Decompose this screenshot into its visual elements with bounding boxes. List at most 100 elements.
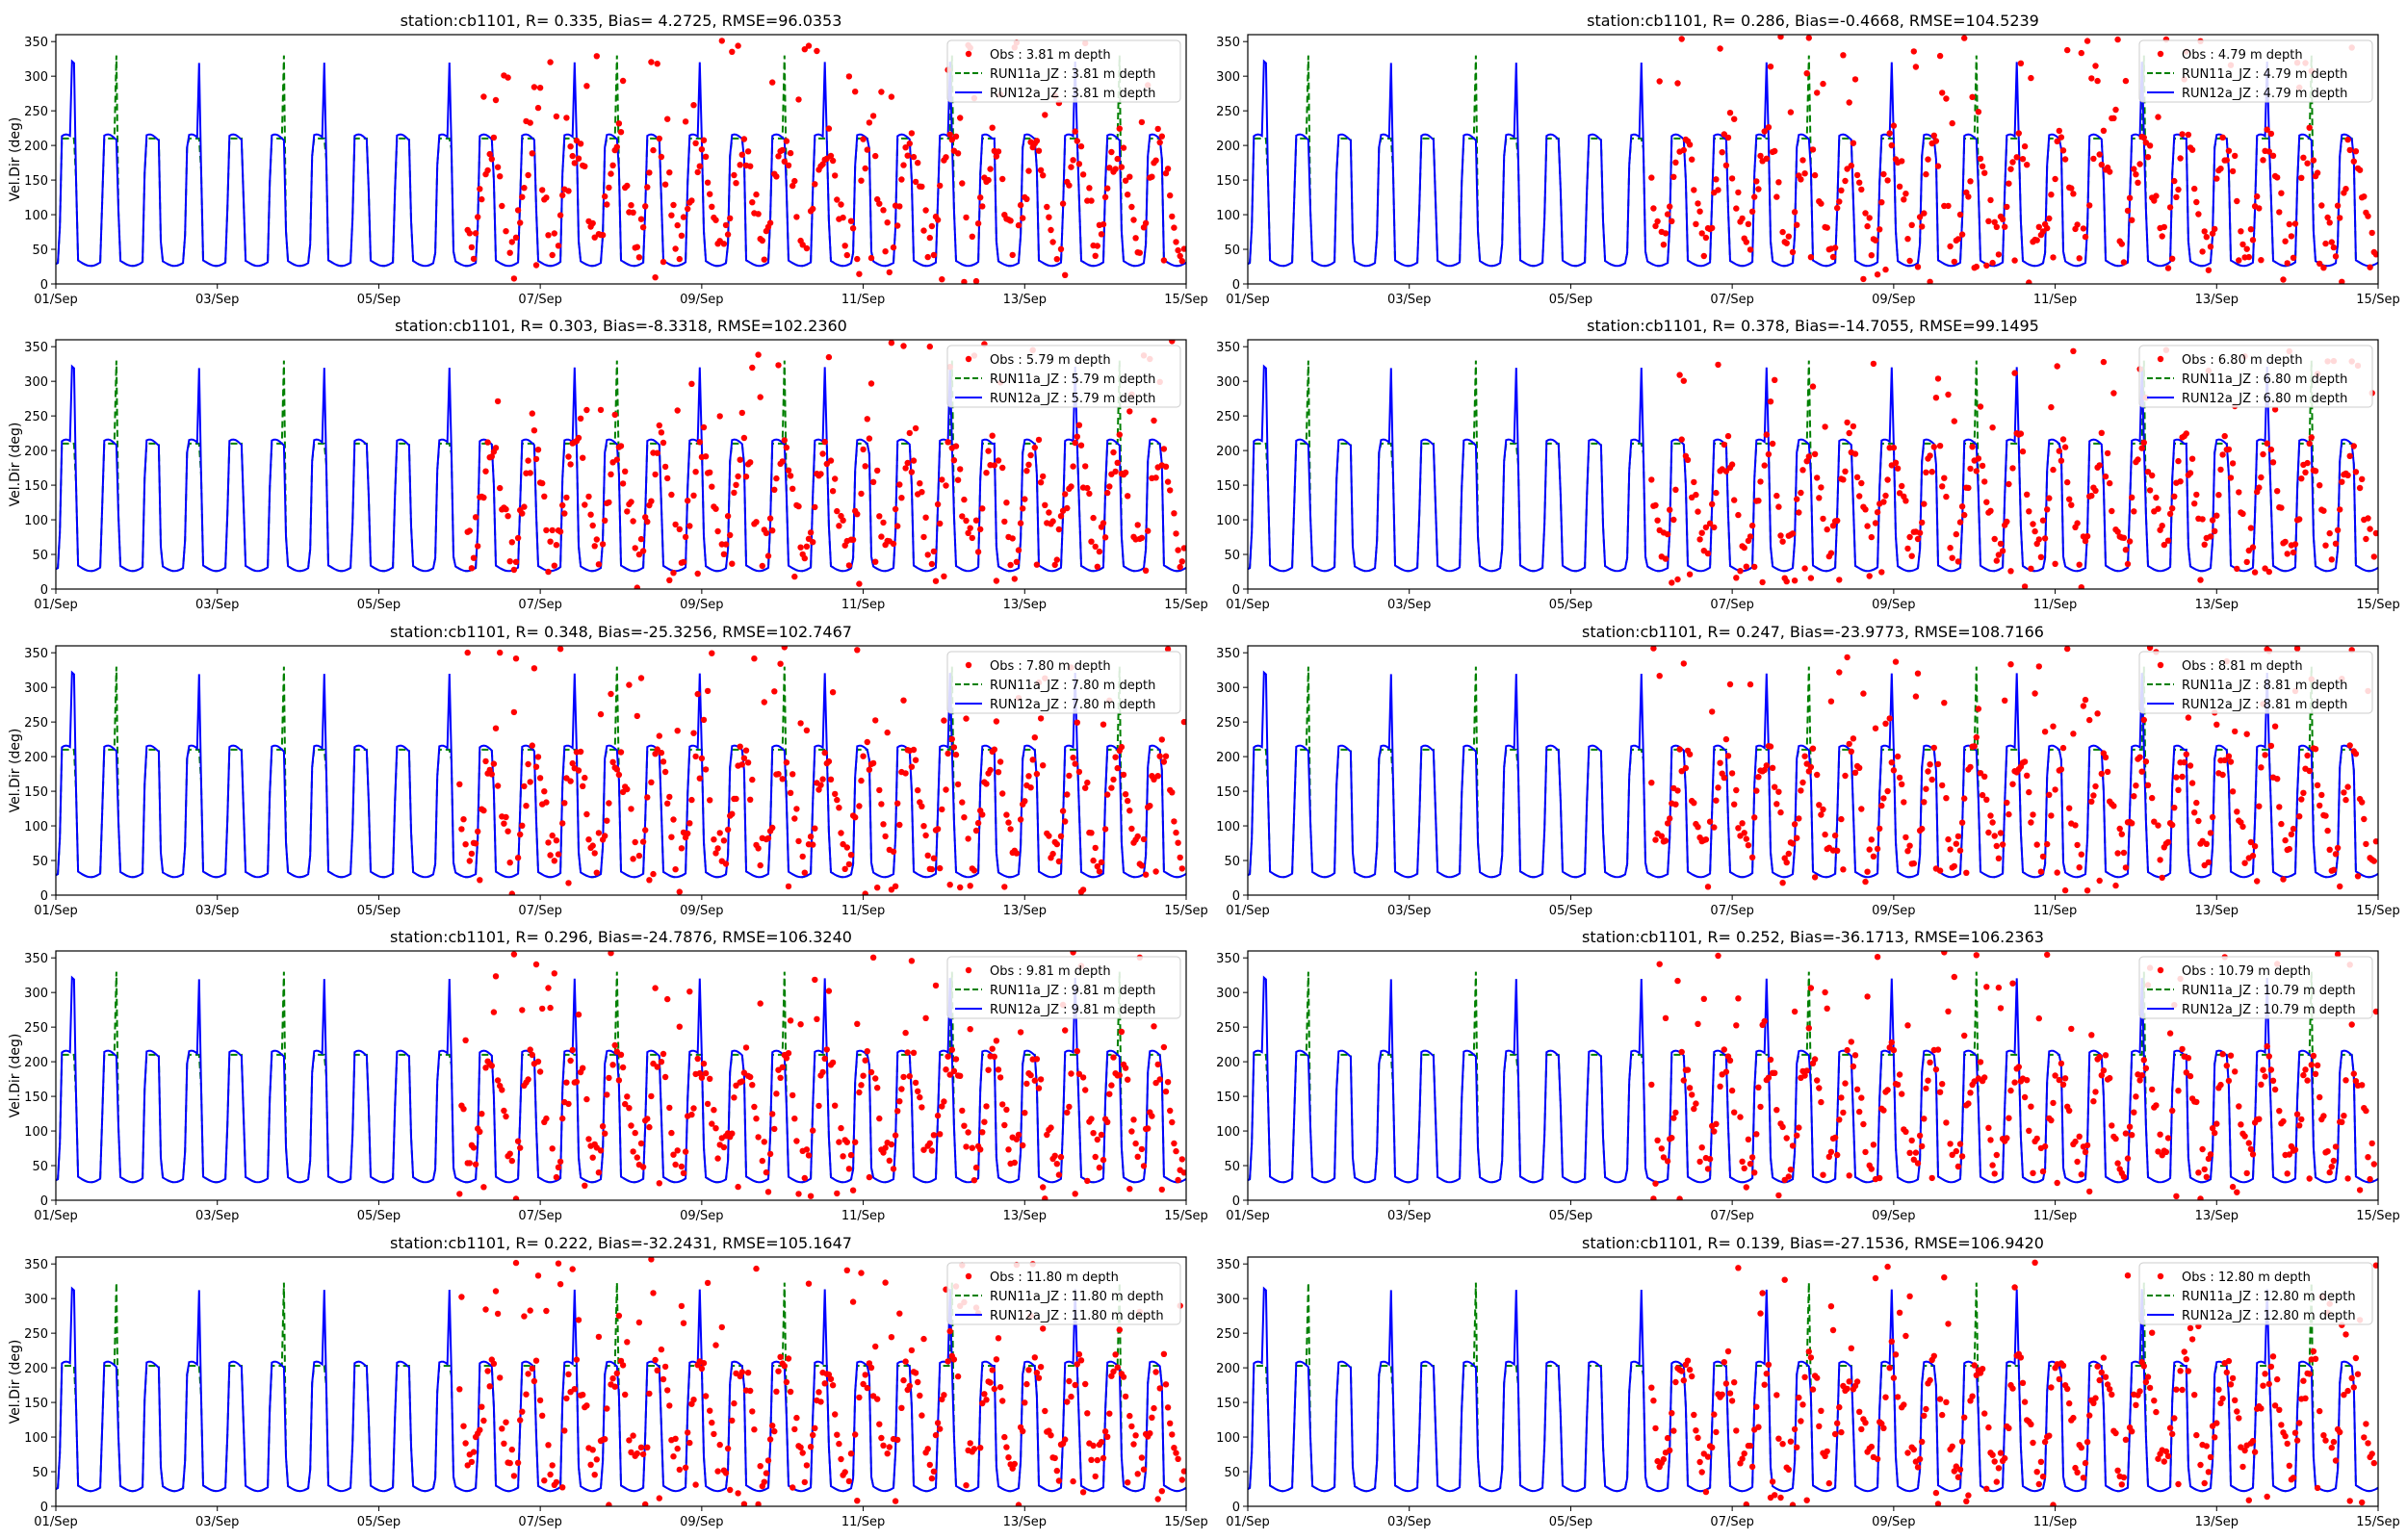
obs-point	[735, 1183, 741, 1191]
obs-point	[1101, 193, 1109, 200]
obs-point	[761, 699, 767, 706]
obs-point	[696, 163, 703, 169]
obs-point	[506, 249, 513, 256]
obs-point	[696, 439, 703, 446]
obs-point	[2006, 180, 2012, 187]
obs-point	[2276, 209, 2283, 216]
obs-point	[1154, 773, 1161, 780]
obs-point	[1901, 196, 1907, 203]
obs-point	[660, 1375, 667, 1383]
obs-point	[685, 205, 691, 213]
obs-point	[1848, 1345, 1855, 1352]
obs-point	[2112, 882, 2119, 889]
y-tick-label: 200	[1216, 1362, 1240, 1376]
x-tick-label: 15/Sep	[1164, 904, 1207, 918]
obs-point	[527, 779, 533, 785]
obs-point	[2310, 157, 2317, 164]
obs-point	[2251, 569, 2259, 576]
obs-point	[521, 1313, 528, 1320]
obs-point	[1836, 577, 1843, 583]
obs-point	[634, 244, 640, 250]
obs-point	[1011, 1460, 1019, 1468]
obs-point	[567, 143, 574, 150]
obs-point	[979, 203, 986, 210]
obs-point	[753, 1265, 760, 1272]
obs-point	[2344, 783, 2351, 790]
legend-entry-label: RUN12a_JZ : 9.81 m depth	[990, 1003, 1155, 1017]
obs-point	[939, 1103, 945, 1110]
obs-point	[654, 1064, 660, 1070]
obs-point	[1811, 1056, 1819, 1063]
obs-point	[1711, 1128, 1718, 1135]
obs-point	[894, 523, 901, 529]
obs-point	[541, 1477, 548, 1484]
x-tick-label: 07/Sep	[1710, 598, 1753, 612]
obs-point	[733, 180, 739, 187]
obs-point	[2021, 583, 2029, 589]
obs-point	[829, 488, 837, 495]
obs-point	[1070, 755, 1076, 761]
obs-point	[2286, 1151, 2292, 1158]
obs-point	[591, 234, 598, 241]
obs-point	[1853, 474, 1861, 480]
y-tick-label: 250	[24, 410, 48, 424]
obs-point	[1029, 757, 1036, 763]
obs-point	[1162, 463, 1170, 470]
obs-point	[896, 1310, 903, 1317]
obs-point	[773, 1388, 780, 1396]
obs-point	[1001, 518, 1008, 526]
obs-point	[1789, 1142, 1797, 1149]
obs-point	[943, 1066, 949, 1073]
obs-point	[630, 518, 636, 525]
obs-point	[545, 985, 552, 991]
obs-point	[1011, 576, 1019, 582]
obs-point	[987, 1379, 994, 1386]
obs-point	[470, 1144, 478, 1151]
obs-point	[688, 197, 695, 204]
obs-point	[882, 248, 889, 255]
obs-point	[472, 230, 479, 237]
obs-point	[1930, 132, 1938, 139]
obs-point	[644, 1444, 651, 1451]
obs-point	[1902, 191, 1909, 197]
obs-point	[553, 113, 560, 120]
obs-point	[995, 1335, 1002, 1342]
obs-point	[712, 1342, 719, 1348]
obs-point	[2028, 819, 2034, 826]
obs-point	[595, 830, 603, 836]
obs-point	[766, 1436, 774, 1443]
obs-point	[569, 1046, 576, 1054]
obs-point	[1013, 850, 1021, 857]
obs-point	[2129, 494, 2135, 500]
obs-point	[832, 790, 839, 798]
obs-point	[841, 243, 848, 249]
obs-point	[1743, 835, 1750, 842]
obs-point	[1090, 857, 1097, 864]
obs-point	[456, 781, 463, 787]
obs-point	[1164, 646, 1172, 653]
obs-point	[854, 647, 861, 654]
x-tick-label: 01/Sep	[34, 598, 77, 612]
obs-point	[1798, 176, 1804, 183]
obs-point	[1126, 173, 1133, 180]
obs-point	[1951, 258, 1958, 266]
obs-point	[2367, 264, 2373, 270]
obs-point	[712, 1125, 719, 1132]
obs-point	[1818, 811, 1825, 818]
obs-point	[1711, 1411, 1718, 1418]
obs-point	[2032, 690, 2038, 697]
obs-point	[632, 545, 638, 552]
obs-point	[1880, 795, 1887, 802]
obs-point	[1787, 109, 1795, 116]
obs-point	[2267, 1363, 2275, 1371]
legend-entry-label: RUN11a_JZ : 12.80 m depth	[2182, 1290, 2356, 1304]
obs-point	[890, 1166, 897, 1172]
obs-point	[1104, 791, 1111, 798]
obs-point	[2083, 887, 2091, 894]
obs-point	[1890, 1374, 1898, 1381]
obs-point	[608, 690, 614, 698]
obs-point	[2361, 193, 2368, 200]
obs-point	[1003, 1444, 1010, 1450]
x-tick-label: 11/Sep	[841, 1209, 885, 1223]
obs-point	[1844, 1385, 1851, 1393]
